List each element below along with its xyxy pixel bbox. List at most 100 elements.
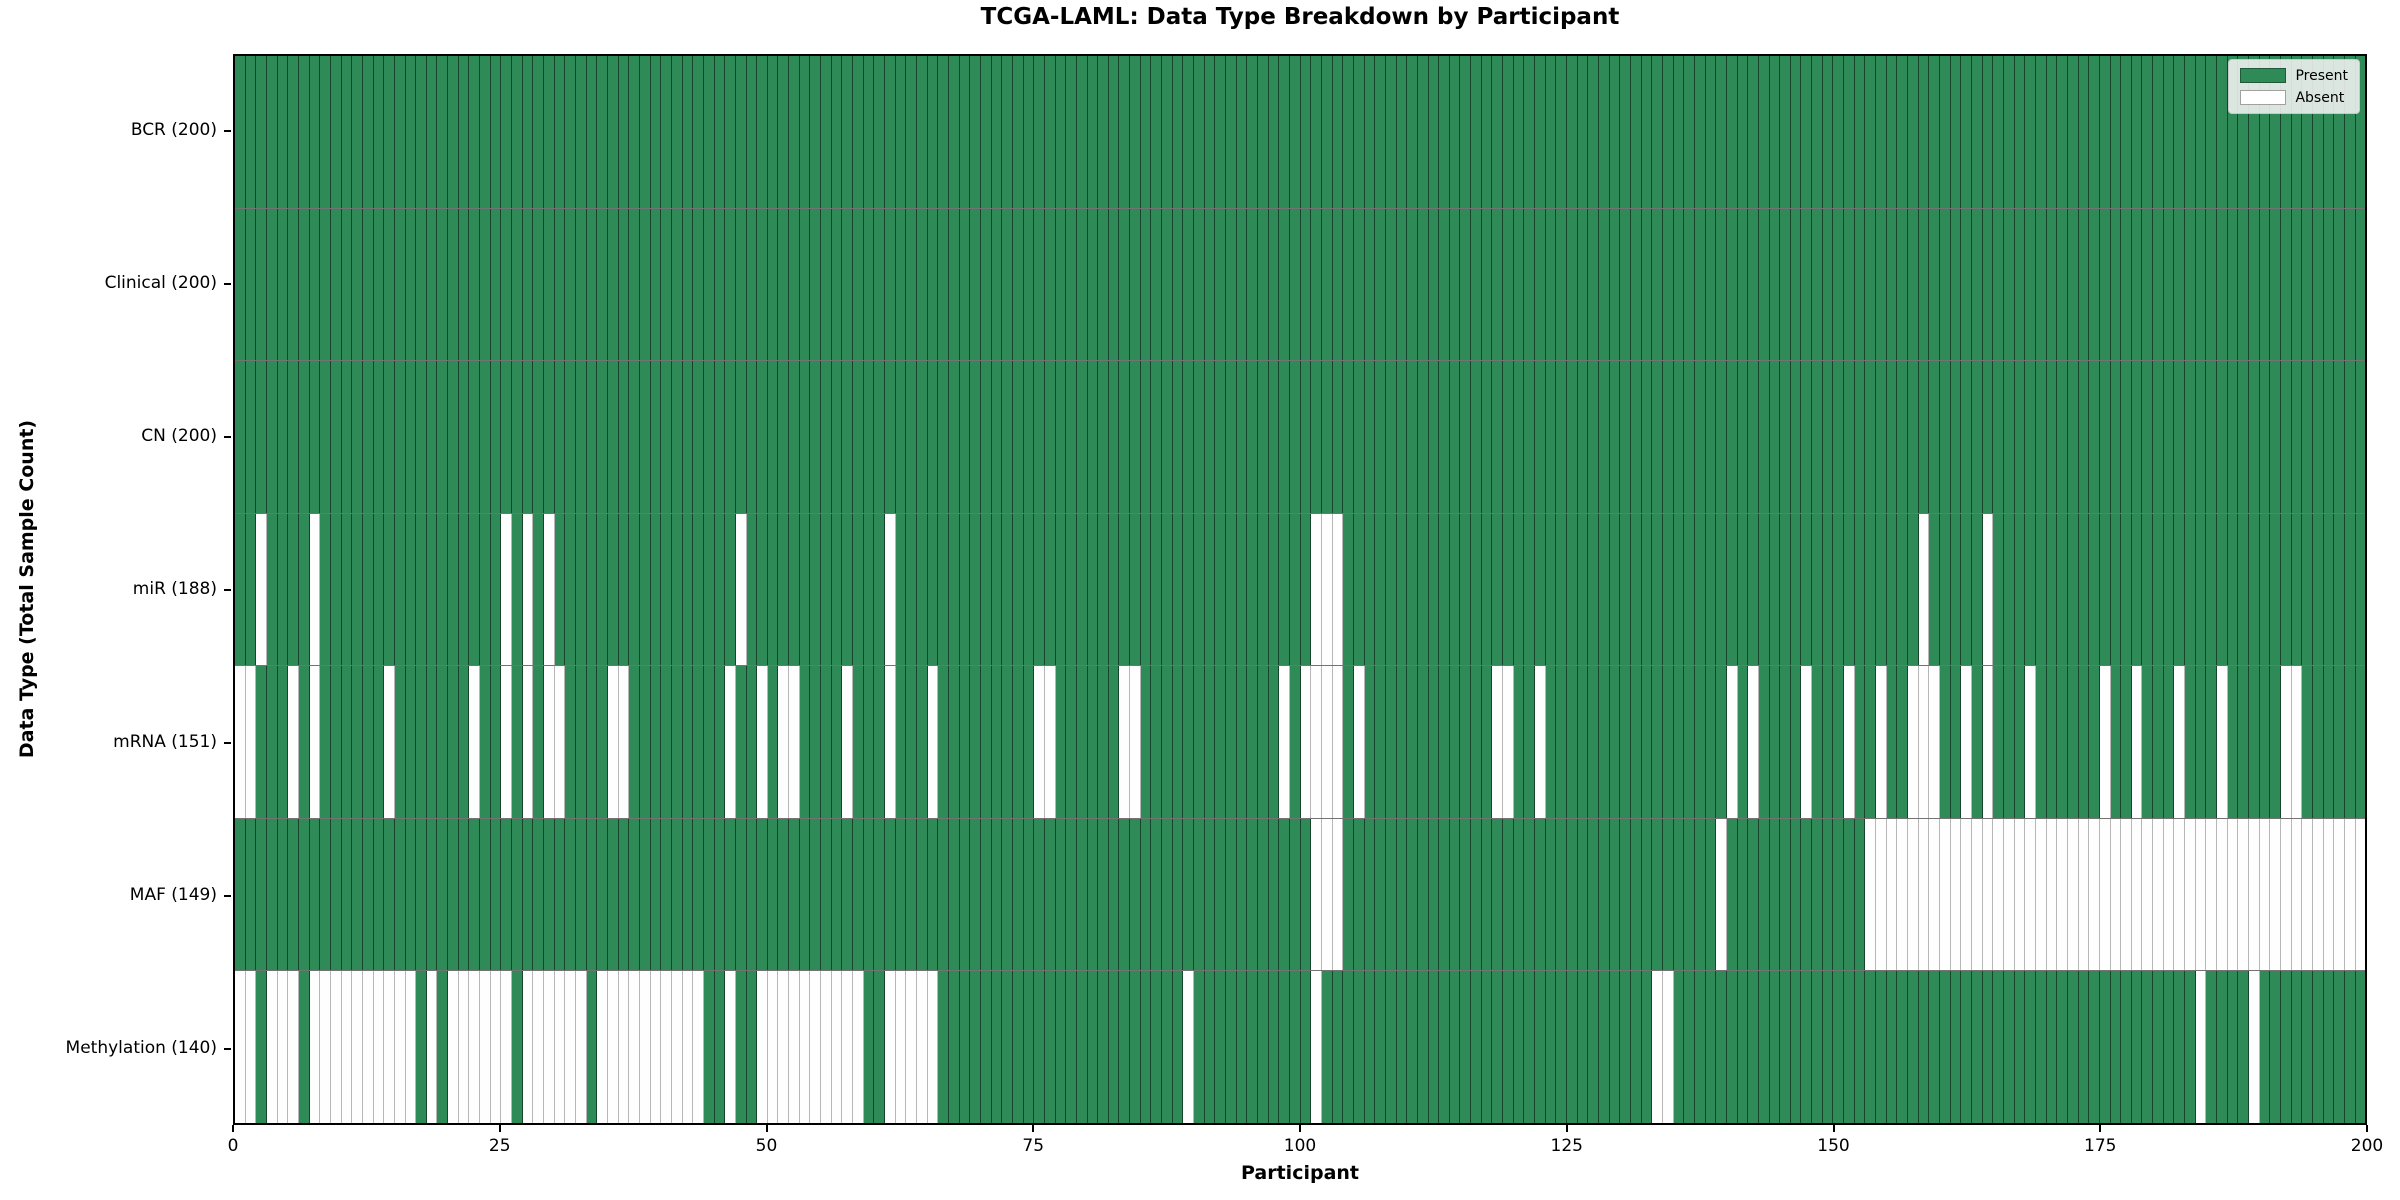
heatmap-cell bbox=[1545, 666, 1557, 818]
heatmap-cell bbox=[1258, 971, 1269, 1124]
heatmap-cell bbox=[1652, 513, 1663, 666]
heatmap-cell bbox=[2110, 971, 2122, 1124]
heatmap-cell bbox=[938, 208, 949, 361]
heatmap-cell bbox=[1289, 971, 1301, 1124]
heatmap-cell bbox=[980, 361, 992, 513]
heatmap-cell bbox=[2355, 818, 2366, 971]
heatmap-cell bbox=[1012, 361, 1024, 513]
heatmap-cell bbox=[1694, 818, 1706, 971]
heatmap-cell bbox=[288, 513, 299, 666]
heatmap-cell bbox=[2270, 208, 2281, 361]
heatmap-cell bbox=[2131, 361, 2143, 513]
heatmap-cell bbox=[330, 208, 342, 361]
heatmap-cell bbox=[1758, 56, 1770, 208]
heatmap-cell bbox=[885, 56, 896, 208]
heatmap-cell bbox=[1940, 56, 1951, 208]
heatmap-cell bbox=[1449, 56, 1461, 208]
heatmap-cell bbox=[1748, 971, 1759, 1124]
heatmap-cell bbox=[1012, 208, 1024, 361]
heatmap-cell bbox=[1865, 56, 1877, 208]
heatmap-cell bbox=[853, 666, 864, 818]
heatmap-cell bbox=[2153, 361, 2164, 513]
heatmap-cell bbox=[1929, 361, 1940, 513]
heatmap-cell bbox=[2270, 513, 2281, 666]
heatmap-cell bbox=[384, 208, 395, 361]
heatmap-cell bbox=[1556, 513, 1568, 666]
heatmap-cell bbox=[2312, 361, 2324, 513]
heatmap-cell bbox=[2099, 361, 2111, 513]
heatmap-cell bbox=[1982, 56, 1994, 208]
heatmap-cell bbox=[1449, 818, 1461, 971]
heatmap-cell bbox=[714, 666, 726, 818]
heatmap-cell bbox=[671, 513, 683, 666]
heatmap-cell bbox=[2344, 56, 2356, 208]
heatmap-cell bbox=[1066, 56, 1077, 208]
heatmap-cell bbox=[1002, 208, 1013, 361]
heatmap-cell bbox=[1524, 666, 1536, 818]
heatmap-cell bbox=[789, 818, 800, 971]
heatmap-cell bbox=[2003, 56, 2015, 208]
heatmap-cell bbox=[2046, 361, 2058, 513]
heatmap-cell bbox=[1087, 361, 1099, 513]
heatmap-cell bbox=[2099, 513, 2111, 666]
heatmap-cell bbox=[1130, 818, 1141, 971]
heatmap-cell bbox=[2334, 513, 2345, 666]
heatmap-cell bbox=[1822, 818, 1834, 971]
heatmap-cell bbox=[1492, 361, 1504, 513]
heatmap-cell bbox=[1385, 666, 1397, 818]
heatmap-cell bbox=[458, 208, 470, 361]
heatmap-cell bbox=[1396, 361, 1408, 513]
heatmap-row-maf bbox=[235, 817, 2366, 971]
x-tick-mark bbox=[1299, 1125, 1301, 1132]
heatmap-cell bbox=[1524, 513, 1536, 666]
heatmap-cell bbox=[1908, 666, 1919, 818]
heatmap-cell bbox=[597, 208, 608, 361]
heatmap-cell bbox=[565, 361, 576, 513]
heatmap-cell bbox=[2131, 208, 2143, 361]
heatmap-cell bbox=[1439, 971, 1450, 1124]
heatmap-cell bbox=[352, 513, 363, 666]
heatmap-cell bbox=[1023, 513, 1035, 666]
heatmap-cell bbox=[1918, 971, 1930, 1124]
heatmap-cell bbox=[1726, 818, 1738, 971]
heatmap-cell bbox=[1162, 56, 1173, 208]
heatmap-cell bbox=[1641, 666, 1653, 818]
heatmap-cell bbox=[693, 971, 704, 1124]
heatmap-cell bbox=[2067, 208, 2079, 361]
heatmap-cell bbox=[277, 513, 289, 666]
heatmap-cell bbox=[1439, 818, 1450, 971]
heatmap-cell bbox=[757, 971, 768, 1124]
heatmap-cell bbox=[1385, 56, 1397, 208]
heatmap-cell bbox=[789, 666, 800, 818]
heatmap-cell bbox=[1854, 971, 1866, 1124]
heatmap-cell bbox=[1503, 818, 1514, 971]
heatmap-cell bbox=[2195, 818, 2207, 971]
heatmap-cell bbox=[2217, 513, 2228, 666]
heatmap-cell bbox=[2334, 666, 2345, 818]
heatmap-cell bbox=[1364, 818, 1376, 971]
heatmap-cell bbox=[2142, 818, 2154, 971]
heatmap-cell bbox=[2131, 666, 2143, 818]
heatmap-cell bbox=[2344, 666, 2356, 818]
heatmap-cell bbox=[2302, 361, 2313, 513]
heatmap-cell bbox=[1844, 971, 1855, 1124]
heatmap-cell bbox=[1375, 56, 1386, 208]
heatmap-cell bbox=[330, 818, 342, 971]
heatmap-cell bbox=[1876, 666, 1887, 818]
heatmap-cell bbox=[2153, 666, 2164, 818]
y-tick-mark bbox=[224, 282, 231, 285]
heatmap-cell bbox=[2312, 513, 2324, 666]
heatmap-cell bbox=[1460, 971, 1472, 1124]
heatmap-cell bbox=[1236, 208, 1248, 361]
heatmap-cell bbox=[767, 818, 779, 971]
heatmap-cell bbox=[1865, 818, 1877, 971]
heatmap-cell bbox=[1353, 818, 1365, 971]
heatmap-cell bbox=[927, 971, 939, 1124]
heatmap-cell bbox=[1769, 208, 1781, 361]
heatmap-cell bbox=[1119, 666, 1131, 818]
heatmap-cell bbox=[1503, 56, 1514, 208]
heatmap-cell bbox=[2185, 361, 2196, 513]
heatmap-cell bbox=[2174, 208, 2186, 361]
heatmap-cell bbox=[703, 666, 715, 818]
heatmap-cell bbox=[1567, 513, 1578, 666]
